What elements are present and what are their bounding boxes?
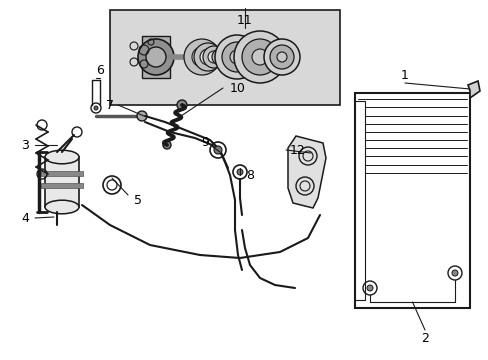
Bar bbox=[41, 183, 83, 188]
Polygon shape bbox=[467, 81, 479, 98]
Circle shape bbox=[200, 49, 216, 65]
Bar bbox=[354, 101, 364, 300]
Text: 9: 9 bbox=[201, 135, 208, 149]
Text: 4: 4 bbox=[21, 212, 29, 225]
Circle shape bbox=[214, 146, 222, 154]
Circle shape bbox=[194, 43, 222, 71]
Ellipse shape bbox=[45, 150, 79, 164]
Circle shape bbox=[183, 39, 220, 75]
Text: 12: 12 bbox=[289, 144, 305, 157]
Circle shape bbox=[229, 50, 244, 64]
Ellipse shape bbox=[45, 200, 79, 214]
Text: 3: 3 bbox=[21, 139, 29, 152]
Circle shape bbox=[222, 42, 251, 72]
Circle shape bbox=[234, 31, 285, 83]
Circle shape bbox=[216, 53, 224, 61]
Circle shape bbox=[264, 39, 299, 75]
Circle shape bbox=[138, 39, 174, 75]
Text: 6: 6 bbox=[96, 63, 104, 77]
Bar bbox=[354, 93, 469, 308]
Circle shape bbox=[366, 285, 372, 291]
Bar bbox=[45, 157, 79, 207]
Text: 7: 7 bbox=[106, 99, 114, 112]
Bar bbox=[110, 10, 339, 105]
Text: 5: 5 bbox=[134, 194, 142, 207]
Circle shape bbox=[212, 49, 227, 65]
Circle shape bbox=[192, 47, 212, 67]
Circle shape bbox=[137, 111, 147, 121]
Circle shape bbox=[276, 52, 286, 62]
Circle shape bbox=[207, 51, 220, 63]
Circle shape bbox=[203, 46, 224, 68]
Circle shape bbox=[242, 39, 278, 75]
Circle shape bbox=[251, 49, 267, 65]
Text: 1: 1 bbox=[400, 68, 408, 81]
Polygon shape bbox=[287, 136, 325, 208]
Circle shape bbox=[237, 169, 243, 175]
Circle shape bbox=[94, 106, 98, 110]
Circle shape bbox=[215, 35, 259, 79]
Circle shape bbox=[177, 100, 186, 110]
Bar bbox=[41, 171, 83, 176]
Bar bbox=[142, 36, 170, 78]
Text: 10: 10 bbox=[229, 81, 245, 94]
Circle shape bbox=[269, 45, 293, 69]
Text: 2: 2 bbox=[420, 332, 428, 345]
Text: 11: 11 bbox=[237, 14, 252, 27]
Circle shape bbox=[451, 270, 457, 276]
Circle shape bbox=[163, 141, 171, 149]
Circle shape bbox=[146, 47, 165, 67]
Text: 8: 8 bbox=[245, 168, 253, 181]
